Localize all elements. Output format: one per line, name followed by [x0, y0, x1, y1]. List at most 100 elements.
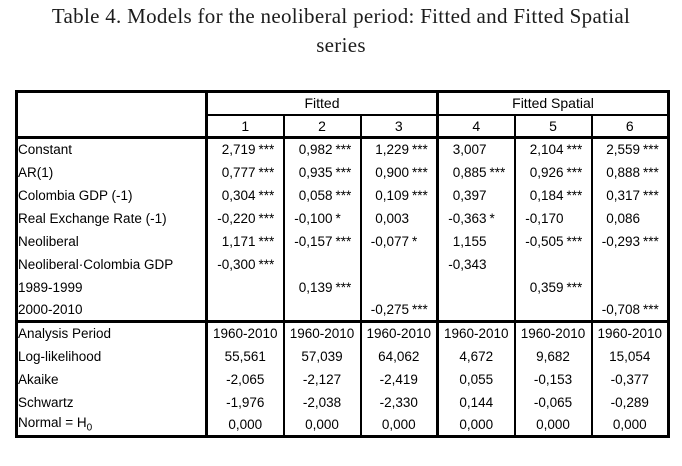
table-header: Fitted Fitted Spatial 1 2 3 4 5 6 — [16, 91, 669, 139]
row-label: Colombia GDP (-1) — [16, 183, 208, 207]
coef-value-cell: 0,397 — [436, 183, 515, 207]
significance-stars: *** — [258, 164, 275, 180]
row-label: Schwartz — [16, 390, 208, 414]
coef-value-cell — [590, 275, 669, 299]
group-header-row: Fitted Fitted Spatial — [16, 91, 669, 139]
stat-value-cell: 0,000 — [282, 413, 361, 437]
stats-row: Akaike -2,065 -2,127 -2,419 0,055 -0,153 -0,37… — [16, 367, 669, 391]
coef-value: 0,982 — [298, 142, 333, 158]
coef-value: 0,058 — [298, 187, 333, 203]
coef-value: -0,293 — [601, 233, 641, 249]
row-label: Neoliberal·Colombia GDP — [16, 252, 208, 276]
coef-value: 0,900 — [375, 164, 409, 180]
coef-value: 0,184 — [529, 187, 564, 203]
row-label: AR(1) — [16, 160, 208, 184]
coef-value-cell — [513, 298, 592, 322]
significance-stars: *** — [412, 142, 428, 158]
coef-value: -0,077 — [370, 233, 409, 249]
row-label: Neoliberal — [16, 229, 208, 253]
coef-value: -0,170 — [525, 210, 564, 226]
coef-value-cell: 0,317 *** — [590, 183, 669, 207]
coef-value: 0,397 — [452, 187, 487, 203]
coef-value: -0,275 — [370, 301, 409, 317]
row-label: Log-likelihood — [16, 344, 208, 368]
stat-value-cell: 55,561 — [205, 344, 284, 368]
coef-value: -0,220 — [217, 210, 256, 226]
coef-value-cell: 0,777 *** — [205, 160, 284, 184]
coef-value-cell: -0,275 *** — [359, 298, 438, 322]
significance-stars: *** — [643, 187, 659, 203]
stat-value-cell: 57,039 — [282, 344, 361, 368]
column-number: 5 — [513, 114, 592, 139]
coef-value-cell — [282, 298, 361, 322]
coef-value: 0,109 — [375, 187, 409, 203]
significance-stars: *** — [335, 279, 352, 295]
stat-value-cell: 0,000 — [359, 413, 438, 437]
row-label: 1989-1999 — [16, 275, 208, 299]
coef-value-cell: -0,343 — [436, 252, 515, 276]
significance-stars: *** — [258, 187, 275, 203]
stat-value-cell: 1960-2010 — [513, 320, 592, 345]
column-group-header: Fitted — [205, 91, 438, 116]
coef-value: -0,505 — [525, 233, 564, 249]
stat-value-cell: 4,672 — [436, 344, 515, 368]
coefficient-row: Neoliberal·Colombia GDP -0,300 *** -0,343 — [16, 252, 669, 276]
significance-stars: *** — [566, 142, 583, 158]
table-title-line2: series — [316, 33, 366, 57]
significance-stars: *** — [643, 164, 659, 180]
significance-stars: *** — [335, 142, 352, 158]
coef-value-cell: -0,708 *** — [590, 298, 669, 322]
coef-value: 0,317 — [606, 187, 641, 203]
row-label: Real Exchange Rate (-1) — [16, 206, 208, 230]
column-number: 3 — [359, 114, 438, 139]
coef-value-cell — [590, 252, 669, 276]
coef-value-cell — [359, 252, 438, 276]
coef-value: 0,359 — [529, 279, 564, 295]
coef-value: 2,104 — [529, 142, 564, 158]
row-label: Analysis Period — [16, 320, 208, 345]
stat-value-cell: 64,062 — [359, 344, 438, 368]
coef-value-cell: -0,363 * — [436, 206, 515, 230]
coef-value: -0,157 — [294, 233, 333, 249]
coef-value: 2,559 — [606, 142, 641, 158]
corner-cell — [16, 91, 208, 139]
coef-value-cell: 1,155 — [436, 229, 515, 253]
coefficient-row: Real Exchange Rate (-1) -0,220 *** -0,100 * 0… — [16, 206, 669, 230]
stat-value-cell: -0,377 — [590, 367, 669, 391]
significance-stars: *** — [489, 164, 506, 180]
stat-value-cell: 1960-2010 — [436, 320, 515, 345]
significance-stars: *** — [335, 187, 352, 203]
stat-value-cell: 0,000 — [513, 413, 592, 437]
column-number: 4 — [436, 114, 515, 139]
significance-stars: *** — [643, 301, 659, 317]
coefficient-row: Constant 2,719 *** 0,982 *** 1,229 *** 3,007 2,1… — [16, 137, 669, 161]
significance-stars: *** — [258, 256, 275, 272]
significance-stars: *** — [566, 233, 583, 249]
coef-value-cell: 0,086 — [590, 206, 669, 230]
coef-value-cell — [513, 252, 592, 276]
stat-value-cell: 0,000 — [436, 413, 515, 437]
significance-stars: *** — [412, 164, 428, 180]
stat-value-cell: 1960-2010 — [205, 320, 284, 345]
coef-value-cell: 0,139 *** — [282, 275, 361, 299]
coef-value-cell: -0,077 * — [359, 229, 438, 253]
coef-value-cell: 0,935 *** — [282, 160, 361, 184]
significance-stars: * — [412, 233, 418, 249]
stats-row: Log-likelihood 55,561 57,039 64,062 4,672 9,6… — [16, 344, 669, 368]
stat-value-cell: -2,330 — [359, 390, 438, 414]
significance-stars: *** — [566, 187, 583, 203]
coefficient-row: Colombia GDP (-1) 0,304 *** 0,058 *** 0,109 **… — [16, 183, 669, 207]
coef-value-cell — [282, 252, 361, 276]
coef-value-cell — [359, 275, 438, 299]
coef-value: 0,086 — [606, 210, 641, 226]
stat-value-cell: -1,976 — [205, 390, 284, 414]
stat-value-cell: 0,000 — [205, 413, 284, 437]
column-number: 2 — [282, 114, 361, 139]
significance-stars: *** — [566, 164, 583, 180]
stats-row: Analysis Period 1960-2010 1960-2010 1960-20… — [16, 320, 669, 345]
coef-value: 1,229 — [375, 142, 409, 158]
coef-value-cell: 0,982 *** — [282, 137, 361, 161]
row-label: Normal = H0 — [16, 413, 208, 437]
